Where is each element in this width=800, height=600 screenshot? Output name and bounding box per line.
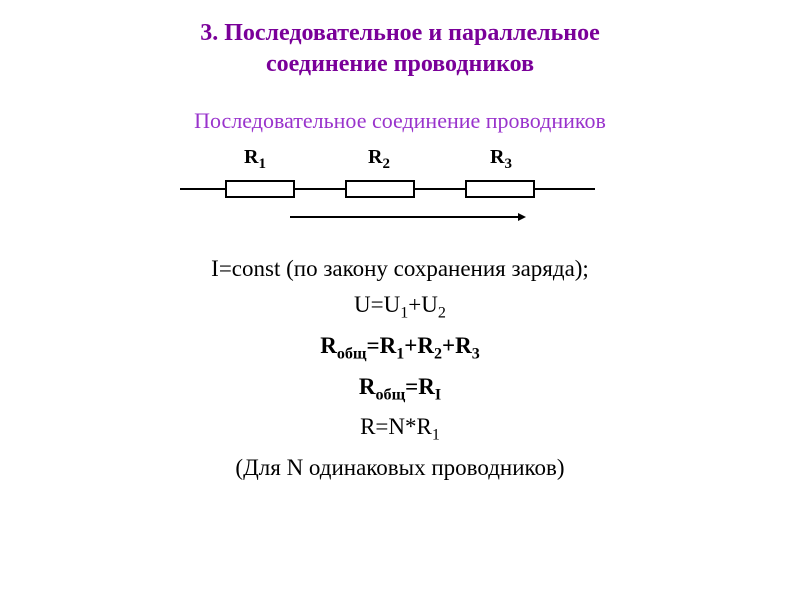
title-line-2: соединение проводников	[0, 49, 800, 80]
formula-note: (Для N одинаковых проводников)	[0, 455, 800, 481]
subtitle: Последовательное соединение проводников	[0, 108, 800, 134]
label-r3: R3	[490, 146, 512, 173]
formula-resistance-n: R=N*R1	[0, 414, 800, 445]
formulas-block: I=const (по закону сохранения заряда); U…	[0, 256, 800, 480]
formula-current: I=const (по закону сохранения заряда);	[0, 256, 800, 282]
main-title: 3. Последовательное и параллельное соеди…	[0, 0, 800, 80]
label-r1: R1	[244, 146, 266, 173]
label-r2: R2	[368, 146, 390, 173]
circuit-diagram: R1 R2 R3	[180, 146, 620, 236]
title-line-1: 3. Последовательное и параллельное	[0, 18, 800, 49]
formula-resistance-total: Rобщ=RI	[0, 374, 800, 405]
formula-voltage: U=U1+U2	[0, 292, 800, 323]
formula-resistance-sum: Rобщ=R1+R2+R3	[0, 333, 800, 364]
